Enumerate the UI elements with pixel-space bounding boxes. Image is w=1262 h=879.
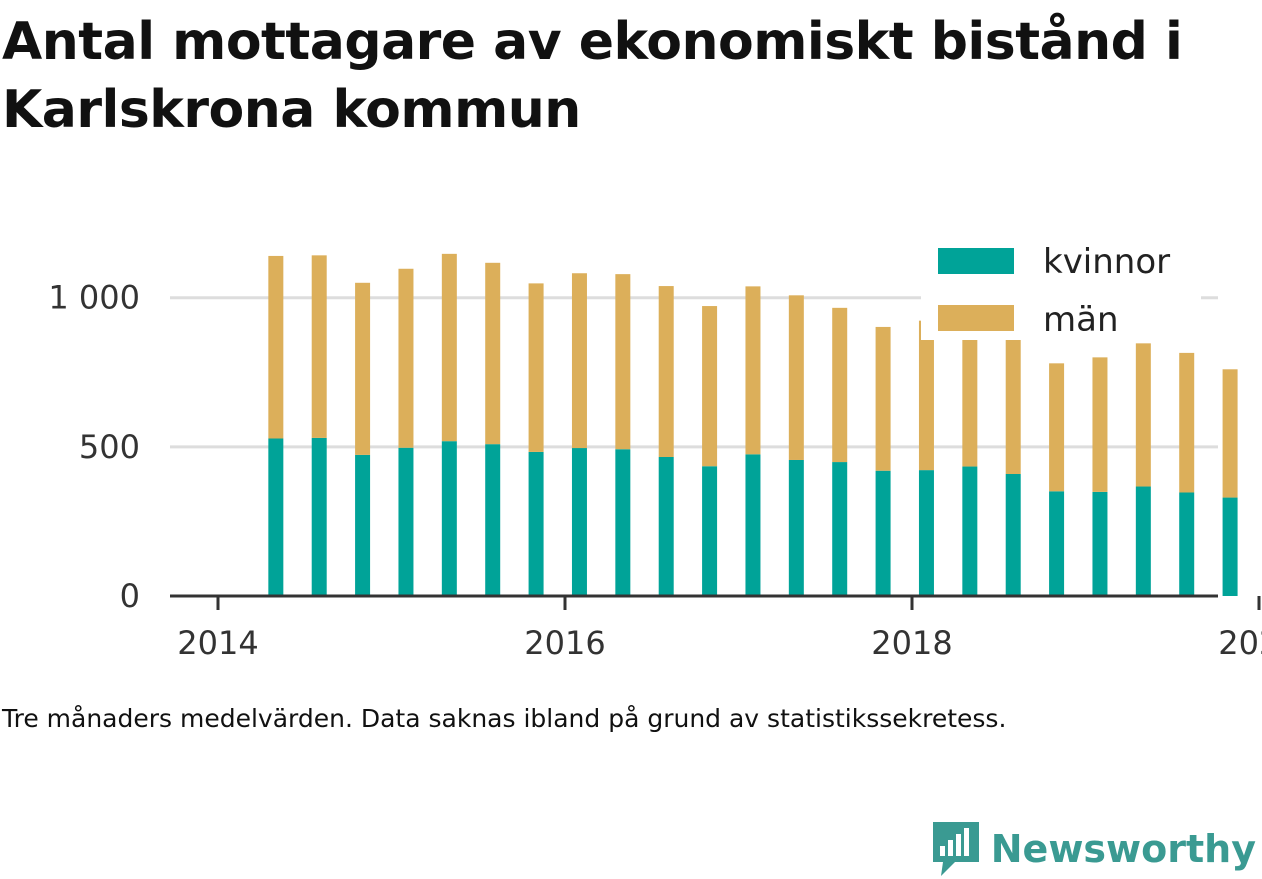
bar-kvinnor xyxy=(571,448,587,596)
bar-man xyxy=(311,255,327,438)
bar-man xyxy=(528,283,544,452)
legend-label-kvinnor: kvinnor xyxy=(1043,242,1170,282)
bar-man xyxy=(788,295,804,460)
legend-swatch-kvinnor xyxy=(938,248,1014,274)
bar-kvinnor xyxy=(398,447,414,596)
bar-man xyxy=(485,262,501,445)
x-tick-label: 2014 xyxy=(177,624,258,662)
bar-kvinnor xyxy=(1005,473,1021,596)
bar-man xyxy=(1222,369,1238,498)
bar-kvinnor xyxy=(702,466,718,596)
bar-man xyxy=(1049,363,1065,492)
bar-man xyxy=(615,274,631,450)
legend: kvinnor män xyxy=(921,230,1201,340)
bar-man xyxy=(1005,330,1021,474)
bar-man xyxy=(745,286,761,455)
y-tick-label: 500 xyxy=(79,428,140,466)
x-axis: 201420162018202020222024 xyxy=(170,594,1262,662)
bar-kvinnor xyxy=(832,462,848,596)
x-tick-label: 2018 xyxy=(871,624,952,662)
bar-kvinnor xyxy=(268,438,284,596)
bar-kvinnor xyxy=(615,449,631,596)
bar-kvinnor xyxy=(1135,486,1151,596)
bar-man xyxy=(1092,357,1108,492)
bar-man xyxy=(875,326,891,471)
brand-name: Newsworthy xyxy=(990,827,1256,871)
bar-man xyxy=(268,255,284,439)
bar-kvinnor xyxy=(962,466,978,596)
bar-man xyxy=(702,306,718,467)
bar-man xyxy=(962,314,978,467)
bar-kvinnor xyxy=(528,451,544,596)
bar-kvinnor xyxy=(355,454,371,596)
bar-kvinnor xyxy=(1049,491,1065,596)
bar-kvinnor xyxy=(918,470,934,596)
bar-kvinnor xyxy=(1179,492,1195,596)
bar-man xyxy=(571,273,587,449)
bars xyxy=(268,253,1238,596)
bar-kvinnor xyxy=(1092,491,1108,596)
bar-man xyxy=(441,253,457,442)
y-axis-labels: 0 500 1 000 xyxy=(48,279,140,615)
bar-kvinnor xyxy=(311,437,327,596)
y-tick-label: 0 xyxy=(120,577,140,615)
bar-man xyxy=(1135,343,1151,487)
bar-kvinnor xyxy=(441,441,457,596)
bar-kvinnor xyxy=(1222,497,1238,596)
bar-man xyxy=(1179,352,1195,493)
bar-man xyxy=(658,286,674,457)
bar-man xyxy=(918,320,934,471)
brand-logo: Newsworthy xyxy=(931,819,1256,879)
x-tick-label: 2020 xyxy=(1218,624,1262,662)
bar-kvinnor xyxy=(485,444,501,596)
bar-man xyxy=(355,282,371,455)
chart-caption: Tre månaders medelvärden. Data saknas ib… xyxy=(2,704,1007,733)
bar-man xyxy=(832,307,848,463)
y-tick-label: 1 000 xyxy=(48,279,140,317)
bar-kvinnor xyxy=(745,454,761,596)
bar-kvinnor xyxy=(875,470,891,596)
legend-label-man: män xyxy=(1043,300,1119,340)
newsworthy-logo-icon xyxy=(932,822,979,876)
x-tick-label: 2016 xyxy=(524,624,605,662)
chart-title: Antal mottagare av ekonomiskt bistånd i … xyxy=(2,12,1183,140)
bar-man xyxy=(398,268,414,448)
legend-swatch-man xyxy=(938,305,1014,331)
bar-kvinnor xyxy=(658,456,674,596)
bar-kvinnor xyxy=(788,459,804,596)
